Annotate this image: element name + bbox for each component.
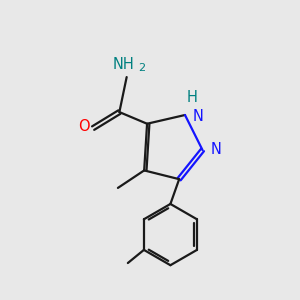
Text: N: N — [192, 109, 203, 124]
Text: N: N — [211, 142, 221, 158]
Text: H: H — [187, 90, 197, 105]
Text: O: O — [78, 119, 90, 134]
Text: 2: 2 — [138, 63, 146, 73]
Text: NH: NH — [113, 57, 135, 72]
